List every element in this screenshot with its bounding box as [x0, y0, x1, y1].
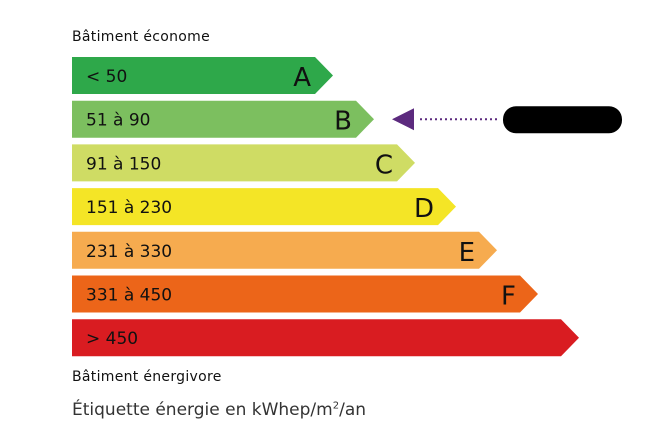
- class-letter: E: [459, 238, 475, 268]
- class-bar-a: [72, 57, 333, 94]
- class-letter: C: [375, 150, 393, 180]
- class-bar-g: [72, 319, 579, 357]
- class-letter: F: [501, 282, 516, 312]
- class-range: < 50: [86, 67, 127, 87]
- class-range: 331 à 450: [86, 286, 172, 306]
- bottom-label: Bâtiment énergivore: [72, 369, 222, 385]
- footer-caption: Étiquette énergie en kWhep/m2/an: [72, 400, 366, 420]
- indicator-arrow-icon: [392, 108, 414, 131]
- class-range: 151 à 230: [86, 198, 172, 218]
- class-bar-c: [72, 144, 415, 182]
- top-label: Bâtiment économe: [72, 29, 210, 45]
- class-bar-f: [72, 275, 538, 313]
- class-range: > 450: [86, 329, 138, 349]
- class-bar-e: [72, 231, 497, 269]
- footer-suffix: /an: [339, 400, 367, 420]
- class-letter: B: [334, 107, 352, 137]
- class-range: 51 à 90: [86, 111, 151, 131]
- class-letter: A: [293, 63, 311, 93]
- redacted-value: [503, 106, 622, 134]
- footer-sup: 2: [332, 400, 340, 412]
- class-bar-b: [72, 100, 374, 138]
- class-range: 231 à 330: [86, 242, 172, 262]
- class-letter: D: [414, 194, 434, 224]
- class-bar-d: [72, 188, 456, 226]
- footer-prefix: Étiquette énergie en kWhep/m: [72, 400, 333, 420]
- class-range: 91 à 150: [86, 154, 161, 174]
